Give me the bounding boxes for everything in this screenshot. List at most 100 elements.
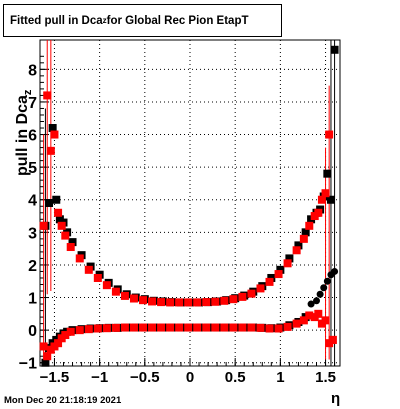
data-point — [175, 298, 184, 307]
data-point — [120, 323, 129, 332]
data-point — [93, 324, 102, 333]
data-point — [193, 323, 202, 332]
data-point — [301, 228, 310, 237]
data-point — [276, 265, 285, 274]
data-point — [84, 265, 93, 274]
data-point — [238, 292, 247, 301]
data-point — [321, 189, 330, 198]
y-tick-label: 2 — [28, 258, 37, 275]
data-point — [66, 327, 75, 336]
data-point — [75, 254, 84, 263]
data-point — [43, 352, 52, 361]
data-point — [139, 296, 148, 305]
data-point — [305, 311, 314, 320]
data-point — [202, 298, 211, 307]
data-point — [220, 323, 229, 332]
y-axis-title-prefix: pull in Dca — [14, 95, 31, 176]
data-point — [148, 297, 157, 306]
data-point — [316, 290, 324, 298]
data-point — [292, 319, 301, 328]
y-axis-title-sub: z — [22, 89, 35, 96]
data-point — [220, 296, 229, 305]
data-point — [274, 270, 283, 279]
y-tick-label: 7 — [28, 95, 37, 112]
x-tick-label: −1 — [91, 369, 108, 386]
data-point — [129, 294, 138, 303]
data-point — [157, 323, 166, 332]
data-point — [256, 284, 265, 293]
y-axis-title: pull in Dcaz — [14, 56, 34, 176]
x-tick-label: 0.5 — [225, 369, 246, 386]
data-point — [75, 326, 84, 335]
data-point — [148, 323, 157, 332]
y-tick-label: 3 — [28, 225, 37, 242]
data-point — [325, 130, 334, 139]
data-point — [193, 298, 202, 307]
data-point — [66, 243, 75, 252]
data-point — [102, 281, 111, 290]
data-point — [111, 287, 120, 296]
data-point — [265, 324, 274, 333]
data-point — [321, 316, 330, 325]
data-point — [39, 342, 48, 351]
data-point — [274, 324, 283, 333]
data-point — [48, 124, 57, 133]
data-point — [93, 273, 102, 282]
data-point — [299, 316, 308, 325]
data-point — [54, 339, 63, 348]
data-point — [229, 323, 238, 332]
data-point — [43, 91, 52, 100]
data-point — [313, 297, 321, 305]
timestamp: Mon Dec 20 21:18:19 2021 — [4, 395, 122, 406]
data-point — [202, 323, 211, 332]
data-point — [57, 221, 66, 230]
chart-title-suffix: for Global Rec Pion EtapT — [106, 14, 249, 27]
data-point — [323, 277, 331, 285]
data-point — [102, 324, 111, 333]
data-point — [129, 323, 138, 332]
data-point — [314, 309, 323, 318]
data-point — [247, 289, 256, 298]
y-tick-label: 8 — [28, 62, 37, 79]
data-point — [247, 323, 256, 332]
data-point — [292, 246, 301, 255]
data-point — [328, 335, 337, 344]
data-point — [317, 195, 326, 204]
data-point — [45, 199, 54, 207]
y-tick-label: 6 — [28, 128, 37, 145]
data-point — [285, 254, 294, 263]
y-tick-label: 5 — [28, 160, 37, 177]
data-point — [61, 331, 70, 340]
data-point — [61, 231, 70, 240]
data-point — [41, 358, 50, 367]
x-tick-label: −1.5 — [40, 369, 70, 386]
data-point — [256, 323, 265, 332]
data-point — [265, 277, 274, 286]
data-point — [139, 323, 148, 332]
data-point — [211, 323, 220, 332]
data-point — [283, 259, 292, 268]
data-point — [157, 298, 166, 307]
x-tick-label: 1 — [276, 369, 284, 386]
x-tick-label: −0.5 — [130, 369, 160, 386]
data-point — [175, 323, 184, 332]
x-axis-title: η — [331, 390, 341, 407]
data-point — [229, 295, 238, 304]
y-tick-label: 4 — [28, 193, 37, 210]
data-point — [299, 234, 308, 243]
data-point — [211, 297, 220, 306]
data-point — [84, 325, 93, 334]
data-point — [294, 241, 303, 250]
data-point — [120, 291, 129, 300]
chart-title-sub: z — [102, 16, 107, 25]
data-point — [320, 284, 328, 292]
chart-title-prefix: Fitted pull in Dca — [10, 14, 103, 27]
chart-title: Fitted pull in Dca z for Global Rec Pion … — [3, 4, 282, 37]
y-tick-label: 1 — [28, 291, 37, 308]
data-point — [305, 221, 314, 230]
data-point — [39, 221, 48, 230]
data-point — [184, 323, 193, 332]
y-tick-label: −1 — [19, 356, 37, 373]
data-point — [46, 146, 55, 155]
